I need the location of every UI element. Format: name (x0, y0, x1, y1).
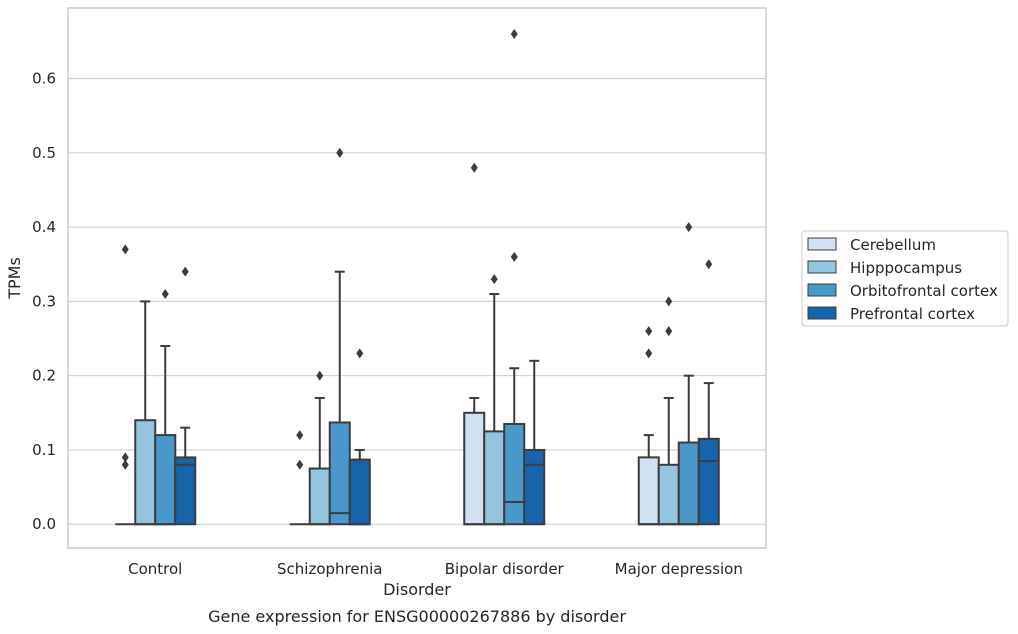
plot-frame (67, 7, 767, 549)
outlier-point (296, 430, 304, 441)
x-tick-label: Schizophrenia (277, 560, 382, 578)
box (134, 419, 157, 526)
outlier-point (490, 274, 498, 285)
outlier-point (510, 251, 518, 262)
box (348, 458, 371, 526)
box (523, 448, 546, 526)
box (637, 456, 660, 526)
y-tick-label: 0.2 (32, 367, 56, 385)
legend-label: Hipppocampus (850, 259, 962, 277)
outlier-point (645, 348, 653, 359)
x-axis-label: Disorder (383, 580, 451, 599)
x-tick-label: Control (128, 560, 182, 578)
outlier-point (705, 259, 713, 270)
y-tick-label: 0.5 (32, 144, 56, 162)
box (697, 437, 720, 526)
outlier-point (685, 222, 693, 233)
legend-swatch (807, 260, 837, 274)
outlier-point (665, 296, 673, 307)
outlier-point (356, 348, 364, 359)
legend-label: Orbitofrontal cortex (850, 282, 998, 300)
box (463, 411, 486, 526)
chart-caption: Gene expression for ENSG00000267886 by d… (208, 607, 626, 626)
y-tick-label: 0.3 (32, 292, 56, 310)
box (503, 422, 526, 526)
outlier-point (161, 288, 169, 299)
outlier-point (510, 28, 518, 39)
outlier-point (121, 244, 129, 255)
legend-swatch (807, 237, 837, 251)
legend: Cerebellum Hipppocampus Orbitofrontal cort… (801, 230, 1009, 327)
y-tick-label: 0.0 (32, 515, 56, 533)
legend-frame (801, 230, 1009, 327)
plot-area: 0.0 0.1 0.2 0.3 0.4 0.5 0.6 Control Schizophreni… (32, 7, 767, 578)
outlier-point (181, 266, 189, 277)
outlier-point (121, 452, 129, 463)
outlier-point (121, 459, 129, 470)
y-tick-label: 0.6 (32, 70, 56, 88)
outlier-point (316, 370, 324, 381)
y-tick-label: 0.1 (32, 441, 56, 459)
legend-swatch (807, 283, 837, 297)
legend-swatch (807, 306, 837, 320)
outlier-point (665, 326, 673, 337)
outlier-point (470, 162, 478, 173)
box (483, 430, 506, 526)
box (308, 467, 331, 526)
outlier-point (336, 147, 344, 158)
box (677, 441, 700, 526)
x-tick-label: Major depression (615, 560, 743, 578)
x-tick-label: Bipolar disorder (445, 560, 565, 578)
y-axis-label: TPMs (5, 257, 24, 300)
y-tick-label: 0.4 (32, 218, 56, 236)
box (657, 463, 680, 526)
legend-label: Cerebellum (850, 236, 936, 254)
box (154, 434, 177, 526)
legend-label: Prefrontal cortex (850, 305, 975, 323)
outlier-point (296, 459, 304, 470)
outlier-point (645, 326, 653, 337)
box (328, 421, 351, 526)
box (174, 456, 197, 526)
